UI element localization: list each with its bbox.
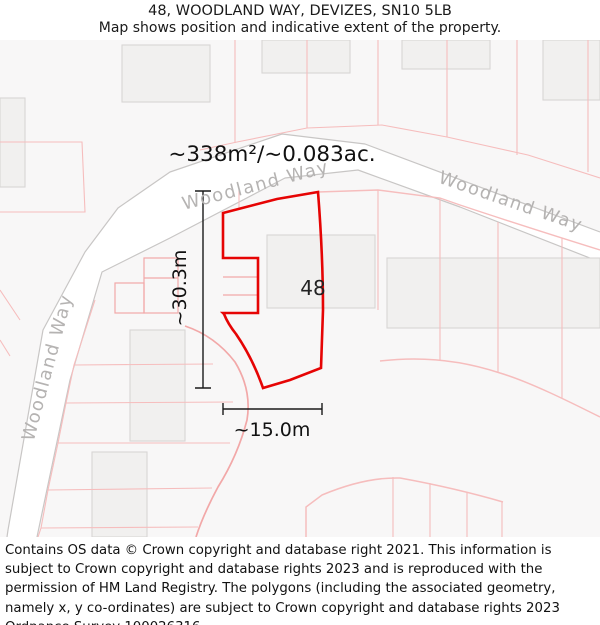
- parcel-line: [184, 325, 249, 538]
- parcel-lines: [0, 40, 600, 538]
- parcel-line: [143, 257, 179, 314]
- vertical-dimension-label: ~30.3m: [169, 250, 191, 327]
- property-map: ~338m²/~0.083ac. 48 ~30.3m ~15.0m Woodla…: [0, 39, 600, 538]
- road-outer-edge: [6, 133, 600, 538]
- parcel-line: [305, 477, 504, 537]
- building: [91, 451, 148, 538]
- area-label: ~338m²/~0.083ac.: [168, 142, 375, 167]
- vertical-dimension-line: [195, 190, 211, 389]
- property-outline: [219, 190, 325, 390]
- horizontal-dimension-label: ~15.0m: [234, 419, 311, 441]
- footer: Contains OS data © Crown copyright and d…: [0, 539, 600, 625]
- parcel-line: [377, 190, 563, 398]
- copyright-notice: Contains OS data © Crown copyright and d…: [5, 543, 560, 625]
- page-subtitle: Map shows position and indicative extent…: [98, 20, 502, 36]
- parcel-line: [37, 299, 96, 538]
- garage-block: [114, 257, 258, 314]
- parcel-line: [0, 289, 21, 357]
- parcel-line: [379, 358, 600, 418]
- map-canvas: ~338m²/~0.083ac. 48 ~30.3m ~15.0m Woodla…: [0, 39, 600, 538]
- page-title: 48, WOODLAND WAY, DEVIZES, SN10 5LB: [148, 3, 452, 19]
- building: [121, 44, 211, 103]
- header: 48, WOODLAND WAY, DEVIZES, SN10 5LB Map …: [0, 0, 600, 40]
- parcel-line: [392, 477, 503, 537]
- parcel-line: [199, 124, 600, 179]
- parcel-line: [0, 141, 86, 213]
- road-surface: [7, 134, 600, 537]
- dimensions: [195, 190, 323, 415]
- building: [401, 39, 491, 70]
- parcel-line: [40, 363, 234, 529]
- building: [129, 329, 186, 442]
- parcel-line: [317, 189, 600, 251]
- building: [542, 39, 600, 101]
- building-terrace: [386, 257, 600, 329]
- parcel-line: [234, 40, 589, 172]
- parcel-line: [144, 276, 258, 296]
- horizontal-dimension-line: [222, 403, 323, 415]
- plot-number-label: 48: [300, 276, 325, 300]
- building: [261, 39, 351, 74]
